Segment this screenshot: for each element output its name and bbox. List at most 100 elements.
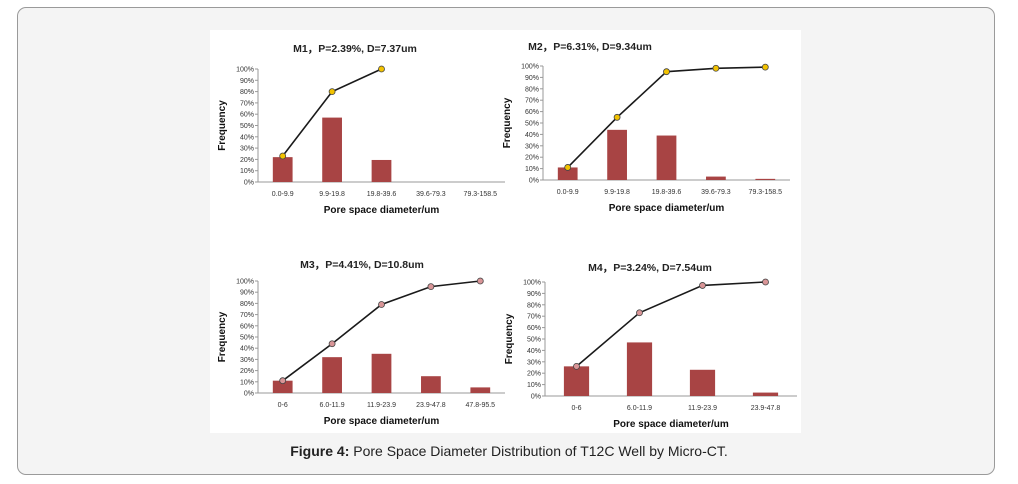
cumulative-marker — [712, 64, 720, 72]
chart-m1: M1，P=2.39%, D=7.37um 0% 10% 20% 30% 40% 50% 60%… — [217, 43, 505, 216]
x-tick-label: 9.9-19.8 — [319, 191, 345, 198]
x-tick-label: 39.6-79.3 — [701, 189, 731, 196]
y-tick-label: 70% — [240, 312, 254, 319]
y-tick-label: 50% — [525, 121, 539, 128]
cumulative-marker — [663, 68, 670, 76]
x-tick-label: 79.3-158.5 — [464, 191, 498, 198]
x-tick-label: 9.9-19.8 — [604, 189, 630, 196]
frequency-bar — [470, 387, 491, 393]
y-tick-label: 50% — [240, 335, 254, 342]
y-tick-label: 50% — [527, 337, 541, 344]
y-tick-label: 0% — [529, 178, 539, 185]
cumulative-marker — [378, 65, 385, 73]
frequency-bar — [607, 129, 627, 180]
cumulative-line — [575, 281, 766, 367]
y-tick-label: 30% — [525, 143, 539, 150]
y-tick-label: 60% — [525, 109, 539, 116]
y-tick-label: 10% — [240, 379, 254, 386]
cumulative-marker — [564, 164, 572, 171]
x-tick-label: 19.8-39.6 — [652, 189, 682, 196]
x-tick-label: 47.8-95.5 — [466, 402, 496, 409]
chart-title: M4，P=3.24%, D=7.54um — [588, 262, 712, 274]
y-tick-label: 10% — [525, 166, 539, 173]
y-tick-label: 80% — [525, 86, 539, 93]
frequency-bar — [626, 342, 653, 396]
x-tick-label: 11.9-23.9 — [688, 405, 717, 412]
frequency-bar — [563, 366, 590, 396]
x-axis-label: Pore space diameter/um — [613, 419, 729, 430]
y-tick-label: 90% — [240, 78, 254, 85]
y-tick-label: 60% — [240, 323, 254, 330]
caption-label: Figure 4: — [290, 443, 350, 459]
y-tick-label: 100% — [236, 67, 254, 74]
y-tick-label: 10% — [527, 382, 541, 389]
y-tick-label: 20% — [525, 155, 539, 162]
y-tick-label: 40% — [240, 134, 254, 141]
chart-m2: M2，P=6.31%, D=9.34um 0% 10% 20% 30% 40% 50% 60%… — [502, 41, 790, 214]
x-tick-label: 0.0-9.9 — [557, 189, 579, 196]
y-tick-label: 20% — [240, 368, 254, 375]
x-tick-label: 19.8-39.6 — [367, 191, 397, 198]
cumulative-marker — [328, 340, 336, 348]
x-axis-label: Pore space diameter/um — [609, 203, 725, 214]
y-tick-label: 80% — [240, 301, 254, 308]
y-tick-label: 90% — [240, 290, 254, 297]
cumulative-marker — [573, 362, 580, 370]
y-tick-label: 100% — [523, 280, 541, 287]
figure-image — [210, 30, 801, 433]
cumulative-marker — [427, 283, 435, 291]
cumulative-marker — [613, 113, 621, 121]
frequency-bar — [656, 135, 677, 180]
y-tick-label: 10% — [240, 168, 254, 175]
frequency-bar — [752, 392, 779, 396]
cumulative-marker — [328, 88, 336, 95]
frequency-bar — [421, 376, 441, 393]
y-tick-label: 0% — [531, 394, 541, 401]
x-tick-label: 11.9-23.9 — [367, 402, 396, 409]
cumulative-marker — [378, 301, 385, 308]
y-axis-label: Frequency — [217, 311, 228, 362]
y-tick-label: 70% — [525, 98, 539, 105]
frequency-bar — [689, 369, 716, 396]
y-tick-label: 40% — [525, 132, 539, 139]
x-axis-label: Pore space diameter/um — [324, 416, 440, 427]
frequency-bar — [557, 167, 578, 180]
frequency-bar — [322, 357, 342, 393]
cumulative-marker — [761, 63, 769, 71]
x-axis-label: Pore space diameter/um — [324, 205, 440, 216]
x-tick-label: 0-6 — [278, 402, 288, 409]
frequency-bar — [272, 157, 293, 182]
y-tick-label: 100% — [521, 64, 539, 71]
y-tick-label: 40% — [527, 348, 541, 355]
x-tick-label: 6.0-11.9 — [320, 402, 345, 409]
chart-m4: M4，P=3.24%, D=7.54um 0% 10% 20% 30% 40% 50% 60%… — [504, 262, 797, 430]
frequency-bar — [272, 380, 293, 393]
cumulative-marker — [279, 152, 287, 160]
y-tick-label: 90% — [527, 291, 541, 298]
y-tick-label: 80% — [527, 302, 541, 309]
frequency-bar — [371, 159, 392, 182]
y-tick-label: 60% — [240, 112, 254, 119]
y-tick-label: 100% — [236, 279, 254, 286]
y-tick-label: 30% — [240, 357, 254, 364]
y-tick-label: 80% — [240, 89, 254, 96]
frequency-bar — [755, 178, 776, 180]
frequency-bar — [371, 353, 392, 393]
cumulative-marker — [699, 282, 706, 289]
x-tick-label: 39.6-79.3 — [416, 191, 446, 198]
chart-m3: M3，P=4.41%, D=10.8um 0% 10% 20% 30% 40% 50% 60%… — [217, 259, 505, 427]
chart-title: M1，P=2.39%, D=7.37um — [293, 43, 417, 55]
x-tick-label: 23.9-47.8 — [416, 402, 446, 409]
x-tick-label: 0-6 — [571, 405, 581, 412]
x-tick-label: 0.0-9.9 — [272, 191, 294, 198]
x-tick-label: 23.9-47.8 — [751, 405, 781, 412]
frequency-bar — [706, 176, 726, 180]
y-tick-label: 20% — [527, 371, 541, 378]
x-tick-label: 79.3-158.5 — [749, 189, 783, 196]
y-tick-label: 70% — [527, 314, 541, 321]
y-tick-label: 60% — [527, 325, 541, 332]
y-tick-label: 30% — [527, 359, 541, 366]
caption-text: Pore Space Diameter Distribution of T12C… — [349, 443, 728, 459]
y-axis-label: Frequency — [217, 100, 228, 151]
